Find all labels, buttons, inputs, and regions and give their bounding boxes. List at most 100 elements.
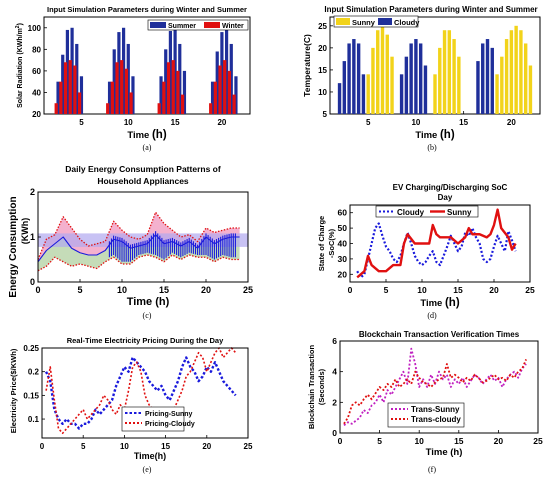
bar-sunny bbox=[385, 34, 389, 114]
bar-summer bbox=[229, 43, 233, 114]
x-axis-label: Time (h) bbox=[415, 129, 454, 141]
bar-winter bbox=[162, 81, 166, 114]
x-tick-label: 5 bbox=[377, 436, 382, 446]
bar-sunny bbox=[452, 39, 456, 114]
x-tick-label: 15 bbox=[453, 285, 463, 295]
bar-summer bbox=[107, 81, 112, 114]
bar-cloudy bbox=[418, 43, 423, 114]
bar-winter bbox=[124, 68, 128, 114]
x-tick-label: 20 bbox=[217, 118, 226, 127]
y-tick-label: 60 bbox=[32, 67, 41, 76]
legend bbox=[375, 205, 479, 218]
y-tick-label: 4 bbox=[332, 367, 337, 377]
legend-label: Sunny bbox=[352, 18, 376, 27]
chart-title: EV Charging/Discharging SoC bbox=[393, 183, 508, 192]
y-tick-label: 10 bbox=[318, 88, 327, 97]
bar-summer bbox=[168, 31, 173, 115]
chart-d: 0 5 10 15 20 25 20 30 40 50 60 EV Charging/Discharg… bbox=[317, 183, 535, 320]
bar-summer bbox=[164, 49, 168, 115]
panel-caption: (b) bbox=[427, 143, 437, 152]
y-tick-label: 0 bbox=[332, 428, 337, 438]
legend-label: Trans-Sunny bbox=[411, 405, 460, 414]
chart-title-line2: Day bbox=[438, 193, 453, 202]
legend-label: Sunny bbox=[447, 208, 472, 217]
y-tick-label: 50 bbox=[338, 223, 348, 233]
bar-winter bbox=[115, 62, 119, 114]
y-tick-label: 5 bbox=[323, 110, 328, 119]
line-sunny bbox=[356, 208, 517, 279]
bar-winter bbox=[110, 81, 114, 114]
bar-cloudy bbox=[404, 56, 409, 114]
bar-summer bbox=[61, 54, 65, 114]
bar-summer bbox=[215, 51, 219, 114]
y-tick-label: 25 bbox=[318, 22, 327, 31]
y-axis-unit: (KWh) bbox=[20, 218, 30, 245]
legend-label: Trans-cloudy bbox=[411, 415, 461, 424]
bar-sunny bbox=[390, 56, 394, 114]
bar-cloudy bbox=[409, 43, 413, 114]
bar-sunny bbox=[514, 25, 518, 114]
bar-sunny bbox=[509, 30, 514, 114]
y-axis-label: Blockchain Transaction bbox=[307, 344, 316, 429]
y-axis-label-sup: 2 bbox=[15, 25, 21, 28]
bar-sunny bbox=[457, 56, 461, 114]
x-tick-label: 10 bbox=[414, 436, 424, 446]
panel-caption: (a) bbox=[143, 143, 152, 152]
y-axis-label-line2: -SoC(%) bbox=[327, 228, 336, 258]
y-tick-label: 0.15 bbox=[23, 391, 39, 400]
bar-summer bbox=[131, 76, 135, 114]
y-tick-label: 60 bbox=[338, 208, 348, 218]
legend-swatch bbox=[204, 22, 220, 28]
y-axis-label-line2: (Seconds) bbox=[317, 368, 326, 405]
line-cloudy bbox=[356, 222, 517, 279]
y-axis-label-text: Solar Radiation (KWh/m bbox=[17, 28, 24, 108]
bar-winter bbox=[106, 103, 110, 114]
x-tick-label: 0 bbox=[35, 285, 40, 295]
chart-c: 0 5 10 15 20 25 0 1 2 Daily Energy Consumption Pa… bbox=[8, 164, 253, 320]
bar-winter bbox=[213, 81, 217, 114]
panel-caption: (f) bbox=[428, 465, 436, 474]
bar-sunny bbox=[442, 30, 447, 114]
x-tick-label: 20 bbox=[201, 285, 211, 295]
x-tick-label: 10 bbox=[120, 442, 129, 451]
y-tick-label: 40 bbox=[338, 239, 348, 249]
bar-summer bbox=[75, 43, 79, 114]
bar-winter bbox=[218, 65, 222, 114]
x-axis-label-text: Time bbox=[127, 130, 152, 141]
bar-summer bbox=[210, 81, 215, 114]
x-axis-label: Time (h) bbox=[426, 447, 463, 458]
bar-sunny bbox=[528, 65, 533, 114]
panel-f-frame bbox=[339, 340, 539, 434]
legend bbox=[387, 402, 465, 428]
bar-cloudy bbox=[347, 43, 351, 114]
bar-cloudy bbox=[356, 43, 361, 114]
chart-title: Blockchain Transaction Verification Time… bbox=[359, 330, 520, 339]
legend-label: Cloudy bbox=[394, 18, 420, 27]
y-axis-label: Temperature(C) bbox=[302, 34, 312, 97]
x-tick-label: 15 bbox=[161, 442, 170, 451]
x-tick-label: 15 bbox=[159, 285, 169, 295]
x-tick-label: 15 bbox=[459, 118, 468, 127]
bar-winter bbox=[73, 65, 77, 114]
y-tick-label: 0.1 bbox=[28, 415, 40, 424]
y-tick-label: 100 bbox=[28, 24, 42, 33]
bar-cloudy bbox=[337, 83, 342, 114]
bar-cloudy bbox=[352, 39, 356, 114]
bar-winter bbox=[180, 94, 185, 114]
bar-sunny bbox=[504, 39, 509, 114]
legend bbox=[147, 19, 249, 31]
bar-sunny bbox=[519, 30, 523, 114]
chart-title: Daily Energy Consumption Patterns of bbox=[65, 164, 221, 174]
bar-summer bbox=[126, 43, 130, 114]
legend-label: Summer bbox=[168, 23, 196, 30]
chart-b: 5 10 15 20 5 10 15 20 25 Input Simulation Paramet… bbox=[302, 5, 541, 152]
y-tick-label: 2 bbox=[30, 187, 35, 197]
x-axis-label: Time (h) bbox=[420, 297, 459, 309]
y-tick-label: 0.2 bbox=[28, 368, 40, 377]
x-axis-label: Time (h) bbox=[127, 296, 170, 308]
x-tick-label: 0 bbox=[348, 285, 353, 295]
legend-label: Pricing-Sunny bbox=[145, 411, 193, 418]
panel-caption: (c) bbox=[143, 311, 152, 320]
chart-e: 0 5 10 15 20 25 0.1 0.15 0.2 0.25 Real-Time Electr… bbox=[9, 336, 253, 474]
line-trans-sunny bbox=[343, 347, 527, 427]
